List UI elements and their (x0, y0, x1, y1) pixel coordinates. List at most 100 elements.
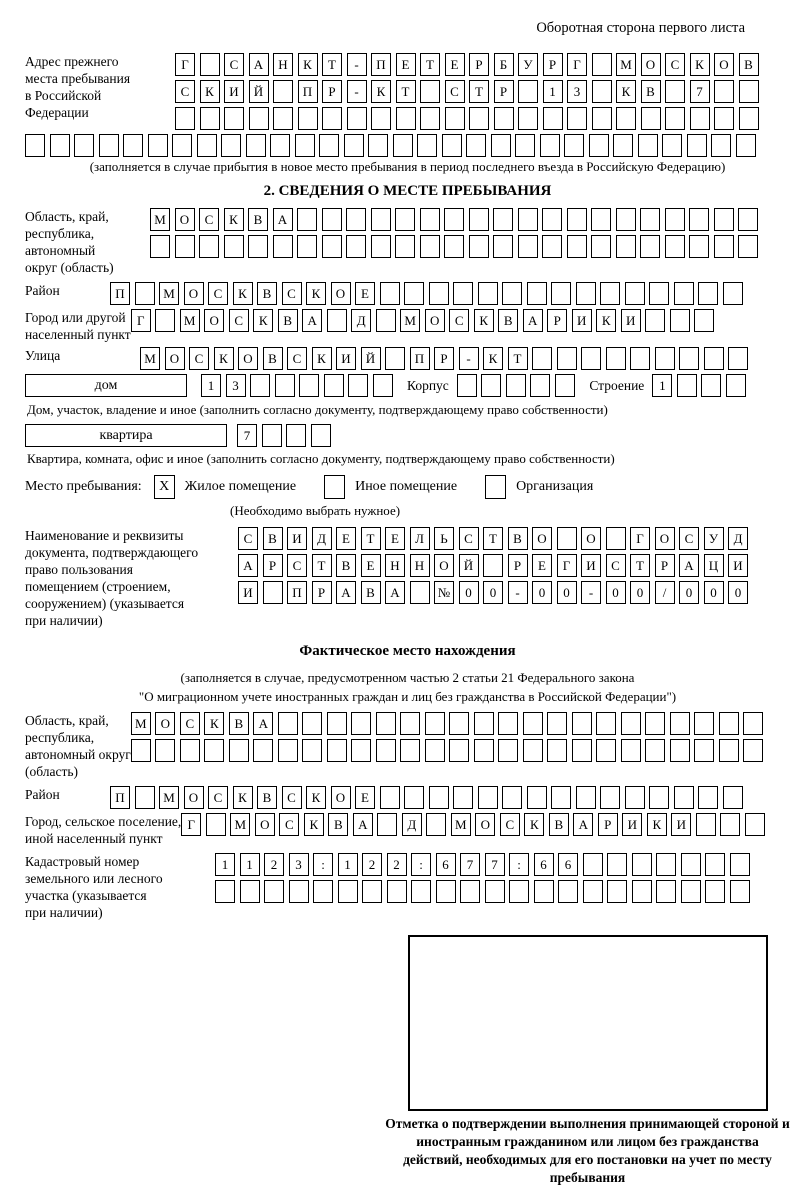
char-cell[interactable]: К (689, 53, 710, 76)
char-cell[interactable] (656, 880, 676, 903)
char-cell[interactable]: 6 (533, 853, 554, 876)
char-cell[interactable] (744, 813, 765, 836)
char-cell[interactable] (600, 282, 620, 305)
char-cell[interactable]: С (665, 53, 685, 76)
char-cell[interactable]: Р (262, 554, 283, 577)
char-cell[interactable]: Р (434, 347, 454, 370)
char-cell[interactable] (310, 424, 331, 447)
actual-region-row-2[interactable] (130, 739, 768, 762)
char-cell[interactable]: 1 (652, 374, 673, 397)
char-cell[interactable]: О (254, 813, 275, 836)
char-cell[interactable]: К (483, 347, 503, 370)
char-cell[interactable] (371, 107, 391, 130)
char-cell[interactable] (444, 208, 464, 231)
char-cell[interactable]: С (238, 527, 258, 550)
char-cell[interactable] (49, 134, 70, 157)
char-cell[interactable]: Д (401, 813, 422, 836)
char-cell[interactable] (526, 786, 547, 809)
char-cell[interactable]: Д (311, 527, 332, 550)
char-cell[interactable]: И (571, 309, 592, 332)
char-cell[interactable] (404, 282, 424, 305)
char-cell[interactable]: П (371, 53, 391, 76)
char-cell[interactable]: Г (181, 813, 202, 836)
char-cell[interactable]: Е (395, 53, 416, 76)
char-cell[interactable] (239, 880, 260, 903)
char-cell[interactable] (277, 739, 298, 762)
char-cell[interactable] (701, 374, 722, 397)
char-cell[interactable] (631, 880, 652, 903)
char-cell[interactable] (409, 581, 430, 604)
char-cell[interactable] (411, 880, 431, 903)
char-cell[interactable]: Г (130, 309, 151, 332)
char-cell[interactable] (718, 712, 739, 735)
char-cell[interactable]: А (336, 581, 356, 604)
char-cell[interactable]: Т (420, 53, 440, 76)
char-cell[interactable]: 6 (435, 853, 456, 876)
char-cell[interactable]: М (616, 53, 636, 76)
char-cell[interactable]: К (303, 813, 324, 836)
char-cell[interactable]: Л (409, 527, 430, 550)
char-cell[interactable] (620, 739, 641, 762)
char-cell[interactable] (703, 347, 724, 370)
char-cell[interactable]: А (352, 813, 373, 836)
char-cell[interactable]: С (449, 309, 470, 332)
char-cell[interactable] (656, 853, 676, 876)
char-cell[interactable] (645, 739, 666, 762)
char-cell[interactable] (640, 208, 660, 231)
char-cell[interactable] (743, 712, 764, 735)
char-cell[interactable]: С (287, 554, 307, 577)
char-cell[interactable] (607, 853, 627, 876)
char-cell[interactable] (624, 786, 645, 809)
char-cell[interactable] (571, 712, 592, 735)
char-cell[interactable] (155, 739, 176, 762)
char-cell[interactable]: К (204, 712, 225, 735)
char-cell[interactable] (738, 107, 759, 130)
char-cell[interactable] (673, 282, 694, 305)
char-cell[interactable] (493, 107, 514, 130)
char-cell[interactable] (175, 107, 195, 130)
char-cell[interactable] (566, 235, 587, 258)
char-cell[interactable] (395, 107, 416, 130)
char-cell[interactable]: 0 (703, 581, 724, 604)
char-cell[interactable] (297, 107, 318, 130)
char-cell[interactable] (453, 282, 473, 305)
char-cell[interactable]: А (302, 309, 323, 332)
char-cell[interactable] (547, 739, 568, 762)
char-cell[interactable] (558, 880, 578, 903)
char-cell[interactable] (686, 134, 707, 157)
char-cell[interactable]: М (140, 347, 160, 370)
char-cell[interactable] (326, 309, 347, 332)
char-cell[interactable] (637, 134, 658, 157)
char-cell[interactable]: 2 (264, 853, 284, 876)
char-cell[interactable]: 1 (239, 853, 260, 876)
char-cell[interactable] (147, 134, 168, 157)
char-cell[interactable] (698, 786, 718, 809)
char-cell[interactable] (640, 107, 661, 130)
char-cell[interactable]: 7 (689, 80, 710, 103)
char-cell[interactable]: И (581, 554, 601, 577)
char-cell[interactable] (395, 235, 415, 258)
char-cell[interactable] (498, 739, 519, 762)
char-cell[interactable] (428, 786, 449, 809)
char-cell[interactable] (530, 374, 551, 397)
char-cell[interactable] (174, 235, 195, 258)
char-cell[interactable]: Т (360, 527, 381, 550)
char-cell[interactable] (680, 853, 701, 876)
char-cell[interactable] (665, 107, 685, 130)
char-cell[interactable] (665, 80, 685, 103)
char-cell[interactable] (694, 309, 715, 332)
char-cell[interactable] (286, 424, 306, 447)
char-cell[interactable] (676, 374, 697, 397)
char-cell[interactable]: У (703, 527, 724, 550)
char-cell[interactable]: № (434, 581, 454, 604)
char-cell[interactable]: С (605, 554, 626, 577)
char-cell[interactable] (346, 235, 366, 258)
cadastral-row-2[interactable] (215, 880, 754, 903)
char-cell[interactable]: К (297, 53, 318, 76)
char-cell[interactable] (729, 880, 750, 903)
char-cell[interactable] (221, 134, 241, 157)
char-cell[interactable] (694, 739, 715, 762)
